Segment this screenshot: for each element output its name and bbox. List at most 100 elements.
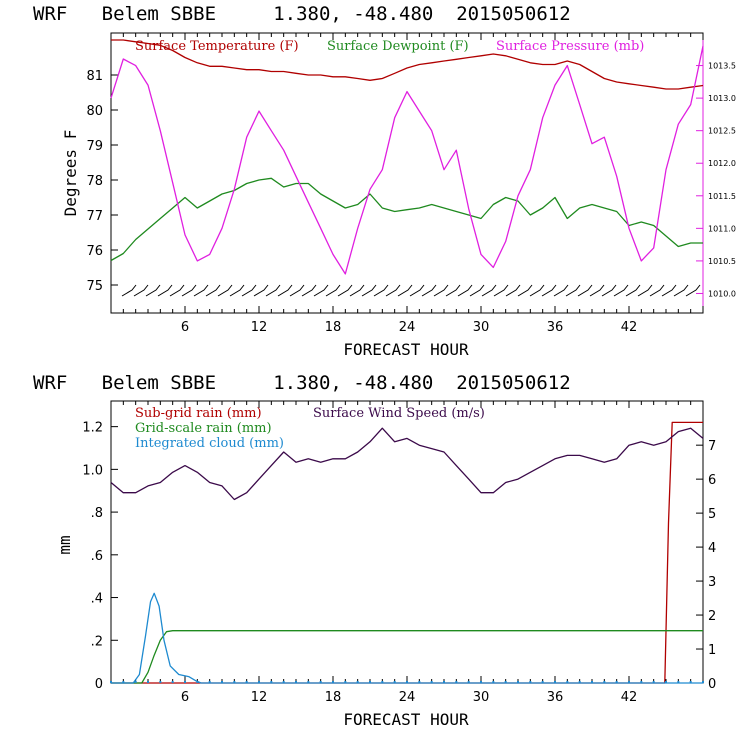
legend-subgrid-rain: Sub-grid rain (mm): [135, 406, 262, 421]
wind-barb: [469, 284, 485, 297]
top-series-group: [110, 39, 704, 275]
wind-barb: [433, 284, 449, 297]
bottom-series-surface-wind-speed-m-s: [110, 427, 704, 501]
bottom-y-tick-label: .8: [91, 506, 103, 521]
top-y2-tick-label: 1010.5: [708, 257, 736, 266]
bottom-x-tick-label: 30: [473, 690, 490, 705]
bottom-series-grid-scale-rain-mm: [111, 630, 703, 684]
top-y2-tick-label: 1012.5: [708, 127, 736, 136]
bottom-y2-tick-label: 7: [708, 439, 716, 454]
wind-barb: [613, 284, 629, 297]
wind-barb: [181, 284, 197, 297]
legend-surface-temperature: Surface Temperature (F): [135, 39, 299, 54]
wind-barb: [409, 284, 425, 297]
bottom-x-axis-label: FORECAST HOUR: [343, 710, 469, 729]
wind-barb: [589, 284, 605, 297]
bottom-chart-title: WRF Belem SBBE 1.380, -48.480 2015050612: [33, 372, 571, 394]
wind-barb: [349, 284, 365, 297]
wind-barb: [277, 284, 293, 297]
wind-barb: [397, 284, 413, 297]
top-y2-tick-label: 1013.0: [708, 94, 736, 103]
wind-barb: [253, 284, 269, 297]
bottom-y2-tick-label: 1: [708, 643, 716, 658]
wind-barb: [421, 284, 437, 297]
top-y2-tick-label: 1010.0: [708, 289, 736, 298]
wind-barb: [241, 284, 257, 297]
wind-barb: [133, 284, 149, 297]
top-y-tick-label: 76: [86, 244, 103, 259]
top-y-tick-label: 81: [86, 69, 103, 84]
wind-barb: [445, 284, 461, 297]
wind-barb: [457, 284, 473, 297]
bottom-y2-tick-label: 3: [708, 575, 716, 590]
bottom-y2-tick-label: 6: [708, 473, 716, 488]
wind-barb: [361, 284, 377, 297]
top-x-tick-label: 42: [621, 320, 638, 335]
top-y-axis-label: Degrees F: [61, 130, 80, 217]
wind-barb: [481, 284, 497, 297]
wind-barbs: [121, 284, 701, 297]
bottom-y-tick-label: 1.2: [82, 421, 103, 436]
wind-barb: [217, 284, 233, 297]
top-x-axis-label: FORECAST HOUR: [343, 340, 469, 359]
top-series-surface-pressure-mb: [110, 45, 704, 275]
top-y2-tick-label: 1013.5: [708, 62, 736, 71]
wind-barb: [673, 284, 689, 297]
wind-barb: [493, 284, 509, 297]
wind-barb: [289, 284, 305, 297]
wind-barb: [565, 284, 581, 297]
bottom-x-tick-label: 6: [181, 690, 189, 705]
bottom-y-tick-label: .4: [91, 592, 103, 607]
top-y2-tick-label: 1012.0: [708, 159, 736, 168]
top-x-tick-label: 36: [547, 320, 564, 335]
bottom-x-tick-label: 36: [547, 690, 564, 705]
top-plot-frame: [110, 32, 704, 314]
wind-barb: [649, 284, 665, 297]
wind-barb: [337, 284, 353, 297]
wind-barb: [625, 284, 641, 297]
legend-integrated-cloud: Integrated cloud (mm): [135, 436, 284, 451]
top-y-tick-label: 77: [86, 209, 103, 224]
wind-barb: [121, 284, 137, 297]
wind-barb: [313, 284, 329, 297]
bottom-y-axis-label: mm: [55, 535, 74, 554]
top-x-tick-label: 12: [251, 320, 268, 335]
top-y2-tick-label: 1011.5: [708, 192, 736, 201]
bottom-series-group: [110, 421, 704, 684]
bottom-y2-tick-label: 4: [708, 541, 716, 556]
wind-barb: [373, 284, 389, 297]
wind-barb: [301, 284, 317, 297]
bottom-y-tick-label: 1.0: [82, 463, 103, 478]
wind-barb: [505, 284, 521, 297]
top-x-tick-label: 30: [473, 320, 490, 335]
bottom-x-tick-label: 12: [251, 690, 268, 705]
legend-gridscale-rain: Grid-scale rain (mm): [135, 421, 272, 436]
bottom-y2-tick-label: 5: [708, 507, 716, 522]
wind-barb: [541, 284, 557, 297]
wind-barb: [661, 284, 677, 297]
top-series-surface-temperature-f: [111, 39, 704, 90]
chart-top: WRF Belem SBBE 1.380, -48.480 2015050612…: [33, 3, 736, 359]
legend-surface-wind-speed: Surface Wind Speed (m/s): [313, 406, 485, 421]
top-axis-ticks: 6 12 18 24 30 36 42 75 76 77 78 79 80 81 1010.0 1010.5 1…: [86, 33, 736, 335]
bottom-series-integrated-cloud-mm: [111, 592, 703, 684]
wind-barb: [385, 284, 401, 297]
bottom-series-sub-grid-rain-mm: [111, 421, 703, 684]
wind-barb: [601, 284, 617, 297]
bottom-y-tick-label: .6: [91, 549, 103, 564]
top-chart-title: WRF Belem SBBE 1.380, -48.480 2015050612: [33, 3, 571, 25]
wind-barb: [685, 284, 701, 297]
wind-barb: [145, 284, 161, 297]
bottom-y-tick-label: .2: [91, 634, 103, 649]
wind-barb: [265, 284, 281, 297]
top-y-tick-label: 78: [86, 174, 103, 189]
bottom-y2-tick-label: 0: [708, 677, 716, 692]
wind-barb: [169, 284, 185, 297]
wind-barb: [325, 284, 341, 297]
legend-surface-dewpoint: Surface Dewpoint (F): [327, 39, 469, 54]
bottom-x-tick-label: 24: [399, 690, 416, 705]
top-x-tick-label: 6: [181, 320, 189, 335]
wind-barb: [193, 284, 209, 297]
